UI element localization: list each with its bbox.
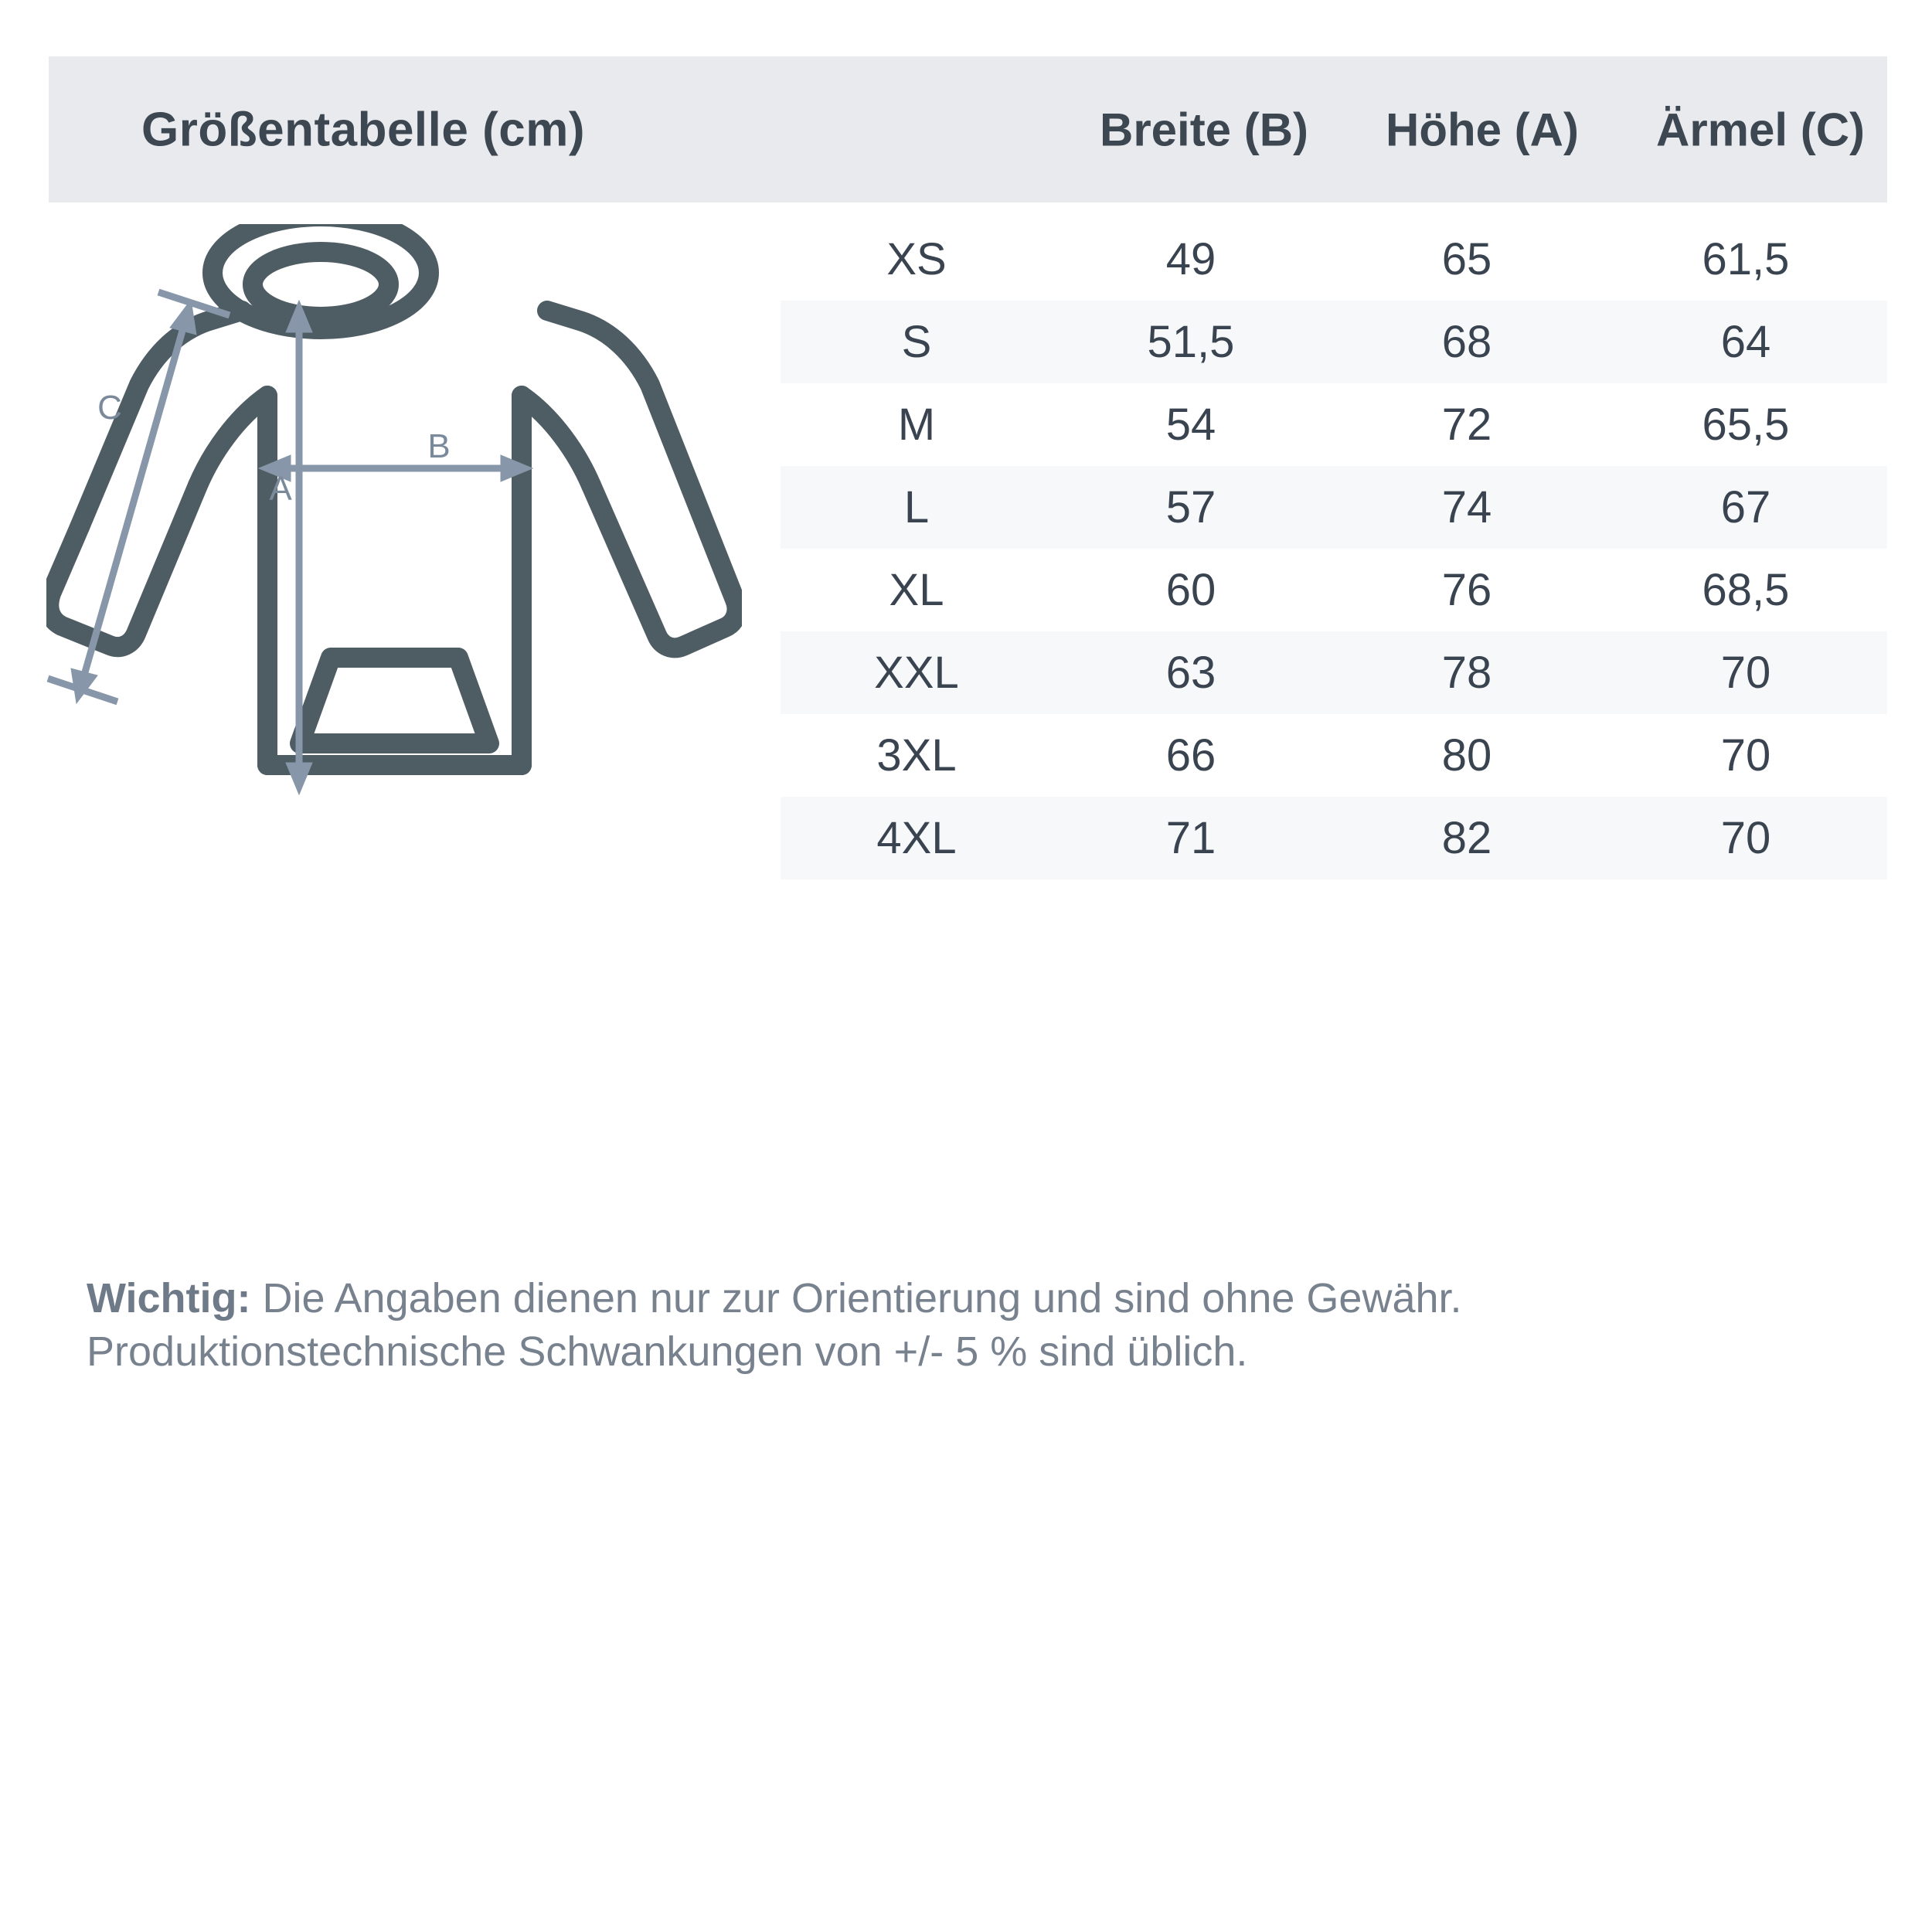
table-row: L 57 74 67 bbox=[781, 466, 1887, 549]
arrow-c-sleeve bbox=[46, 288, 231, 706]
table-row: 4XL 71 82 70 bbox=[781, 797, 1887, 879]
column-header-aermel: Ärmel (C) bbox=[1655, 104, 1866, 155]
aermel-cell: 65,5 bbox=[1702, 400, 1790, 450]
column-header-breite: Breite (B) bbox=[1099, 104, 1309, 155]
size-table: XS 49 65 61,5 S 51,5 68 64 M 54 72 65,5 L 57 74 67 XL 60 7… bbox=[781, 218, 1887, 879]
aermel-cell: 70 bbox=[1720, 730, 1771, 781]
hoehe-cell: 80 bbox=[1441, 730, 1492, 781]
size-cell: XXL bbox=[874, 648, 959, 698]
column-header-hoehe: Höhe (A) bbox=[1386, 104, 1579, 155]
breite-cell: 57 bbox=[1165, 482, 1216, 532]
label-a: A bbox=[269, 470, 292, 508]
label-b: B bbox=[427, 427, 450, 465]
hoehe-cell: 68 bbox=[1441, 317, 1492, 367]
hoehe-cell: 76 bbox=[1441, 565, 1492, 615]
aermel-cell: 70 bbox=[1720, 813, 1771, 863]
label-c: C bbox=[97, 389, 122, 427]
breite-cell: 49 bbox=[1165, 234, 1216, 284]
table-row: M 54 72 65,5 bbox=[781, 383, 1887, 466]
table-row: 3XL 66 80 70 bbox=[781, 714, 1887, 797]
footnote-label: Wichtig: bbox=[87, 1275, 251, 1321]
hoehe-cell: 72 bbox=[1441, 400, 1492, 450]
table-row: XL 60 76 68,5 bbox=[781, 549, 1887, 631]
size-cell: L bbox=[903, 482, 930, 532]
hoehe-cell: 82 bbox=[1441, 813, 1492, 863]
size-cell: 4XL bbox=[876, 813, 957, 863]
aermel-cell: 61,5 bbox=[1702, 234, 1790, 284]
footnote-text: Die Angaben dienen nur zur Orientierung … bbox=[87, 1275, 1462, 1376]
size-cell: M bbox=[897, 400, 936, 450]
column-header-row: Breite (B) Höhe (A) Ärmel (C) bbox=[1061, 103, 1903, 156]
aermel-cell: 64 bbox=[1720, 317, 1771, 367]
hoehe-cell: 65 bbox=[1441, 234, 1492, 284]
hoodie-diagram: A B C bbox=[46, 224, 742, 858]
breite-cell: 51,5 bbox=[1147, 317, 1235, 367]
size-cell: XL bbox=[889, 565, 944, 615]
measurement-arrows bbox=[46, 288, 534, 796]
breite-cell: 60 bbox=[1165, 565, 1216, 615]
aermel-cell: 70 bbox=[1720, 648, 1771, 698]
breite-cell: 71 bbox=[1165, 813, 1216, 863]
arrow-b-width bbox=[257, 454, 534, 482]
aermel-cell: 67 bbox=[1720, 482, 1771, 532]
arrow-a-height bbox=[285, 299, 313, 796]
size-cell: XS bbox=[886, 234, 947, 284]
size-cell: 3XL bbox=[876, 730, 957, 781]
table-row: S 51,5 68 64 bbox=[781, 301, 1887, 383]
breite-cell: 66 bbox=[1165, 730, 1216, 781]
page-title: Größentabelle (cm) bbox=[141, 103, 585, 156]
table-row: XXL 63 78 70 bbox=[781, 631, 1887, 714]
hoehe-cell: 74 bbox=[1441, 482, 1492, 532]
hoehe-cell: 78 bbox=[1441, 648, 1492, 698]
breite-cell: 63 bbox=[1165, 648, 1216, 698]
footnote: Wichtig: Die Angaben dienen nur zur Orie… bbox=[87, 1272, 1887, 1379]
hoodie-outline-icon bbox=[46, 224, 742, 775]
table-row: XS 49 65 61,5 bbox=[781, 218, 1887, 301]
size-cell: S bbox=[901, 317, 932, 367]
aermel-cell: 68,5 bbox=[1702, 565, 1790, 615]
breite-cell: 54 bbox=[1165, 400, 1216, 450]
size-chart-header-band: Größentabelle (cm) Breite (B) Höhe (A) Ä… bbox=[49, 56, 1887, 202]
